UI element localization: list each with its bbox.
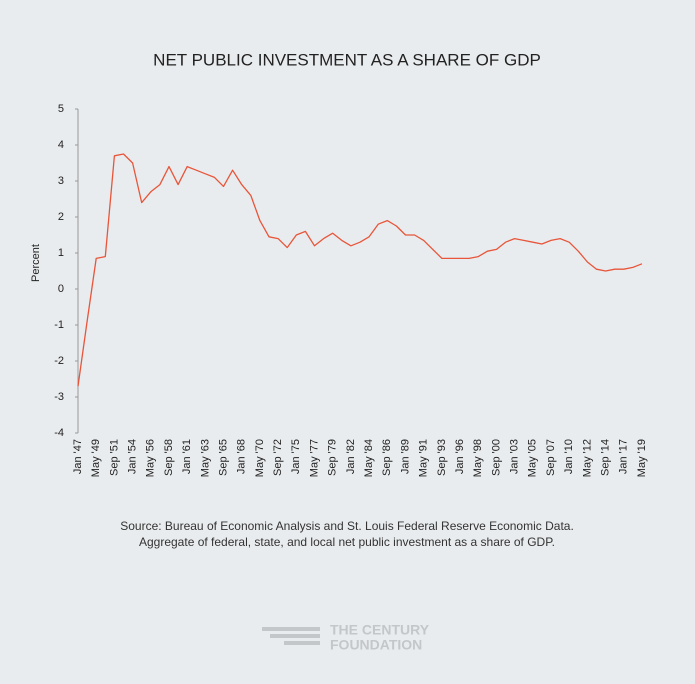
- x-tick-label: Jan '47: [72, 439, 84, 474]
- x-tick-label: May '19: [636, 439, 648, 477]
- x-tick-label: May '98: [472, 439, 484, 477]
- x-tick-label: Sep '07: [545, 439, 557, 476]
- x-tick-label: Sep '58: [163, 439, 175, 476]
- x-tick-label: May '91: [418, 439, 430, 477]
- x-tick-label: Sep '93: [436, 439, 448, 476]
- source-note: Source: Bureau of Economic Analysis and …: [120, 519, 574, 533]
- x-tick-label: Jan '61: [181, 439, 193, 474]
- x-tick-label: May '63: [199, 439, 211, 477]
- x-tick-label: May '84: [363, 439, 375, 477]
- logo-text: FOUNDATION: [330, 637, 422, 653]
- y-tick-label: 4: [58, 139, 64, 151]
- logo-bar: [284, 641, 320, 645]
- logo-text: THE CENTURY: [330, 622, 430, 638]
- y-tick-label: 0: [58, 283, 64, 295]
- x-tick-label: Jan '82: [345, 439, 357, 474]
- x-tick-label: May '49: [90, 439, 102, 477]
- y-axis-label: Percent: [30, 244, 42, 282]
- x-tick-label: Jan '89: [399, 439, 411, 474]
- data-line: [77, 153, 643, 387]
- x-tick-label: Sep '65: [217, 439, 229, 476]
- x-tick-label: Jan '54: [126, 439, 138, 474]
- x-tick-label: May '12: [581, 439, 593, 477]
- x-tick-label: Jan '10: [563, 439, 575, 474]
- y-tick-label: -3: [54, 391, 64, 403]
- x-tick-label: Jan '03: [509, 439, 521, 474]
- x-tick-label: Jan '17: [618, 439, 630, 474]
- logo-bar: [262, 627, 320, 631]
- chart-title: NET PUBLIC INVESTMENT AS A SHARE OF GDP: [153, 50, 541, 69]
- y-tick-label: -2: [54, 355, 64, 367]
- x-tick-label: Jan '68: [236, 439, 248, 474]
- x-tick-label: Sep '79: [327, 439, 339, 476]
- x-tick-label: Sep '51: [108, 439, 120, 476]
- source-note: Aggregate of federal, state, and local n…: [139, 535, 555, 549]
- x-tick-label: Jan '75: [290, 439, 302, 474]
- x-tick-label: Jan '96: [454, 439, 466, 474]
- y-tick-label: 5: [58, 103, 64, 115]
- y-tick-label: 1: [58, 247, 64, 259]
- y-tick-label: 3: [58, 175, 64, 187]
- x-tick-label: Sep '72: [272, 439, 284, 476]
- x-tick-label: Sep '86: [381, 439, 393, 476]
- x-tick-label: May '70: [254, 439, 266, 477]
- y-tick-label: -4: [54, 427, 64, 439]
- x-tick-label: May '05: [527, 439, 539, 477]
- logo-bar: [270, 634, 320, 638]
- x-tick-label: May '77: [308, 439, 320, 477]
- x-tick-label: Sep '14: [600, 439, 612, 476]
- x-tick-label: Sep '00: [490, 439, 502, 476]
- logo-mark: [262, 627, 320, 645]
- x-tick-label: May '56: [145, 439, 157, 477]
- y-tick-label: -1: [54, 319, 64, 331]
- y-tick-label: 2: [58, 211, 64, 223]
